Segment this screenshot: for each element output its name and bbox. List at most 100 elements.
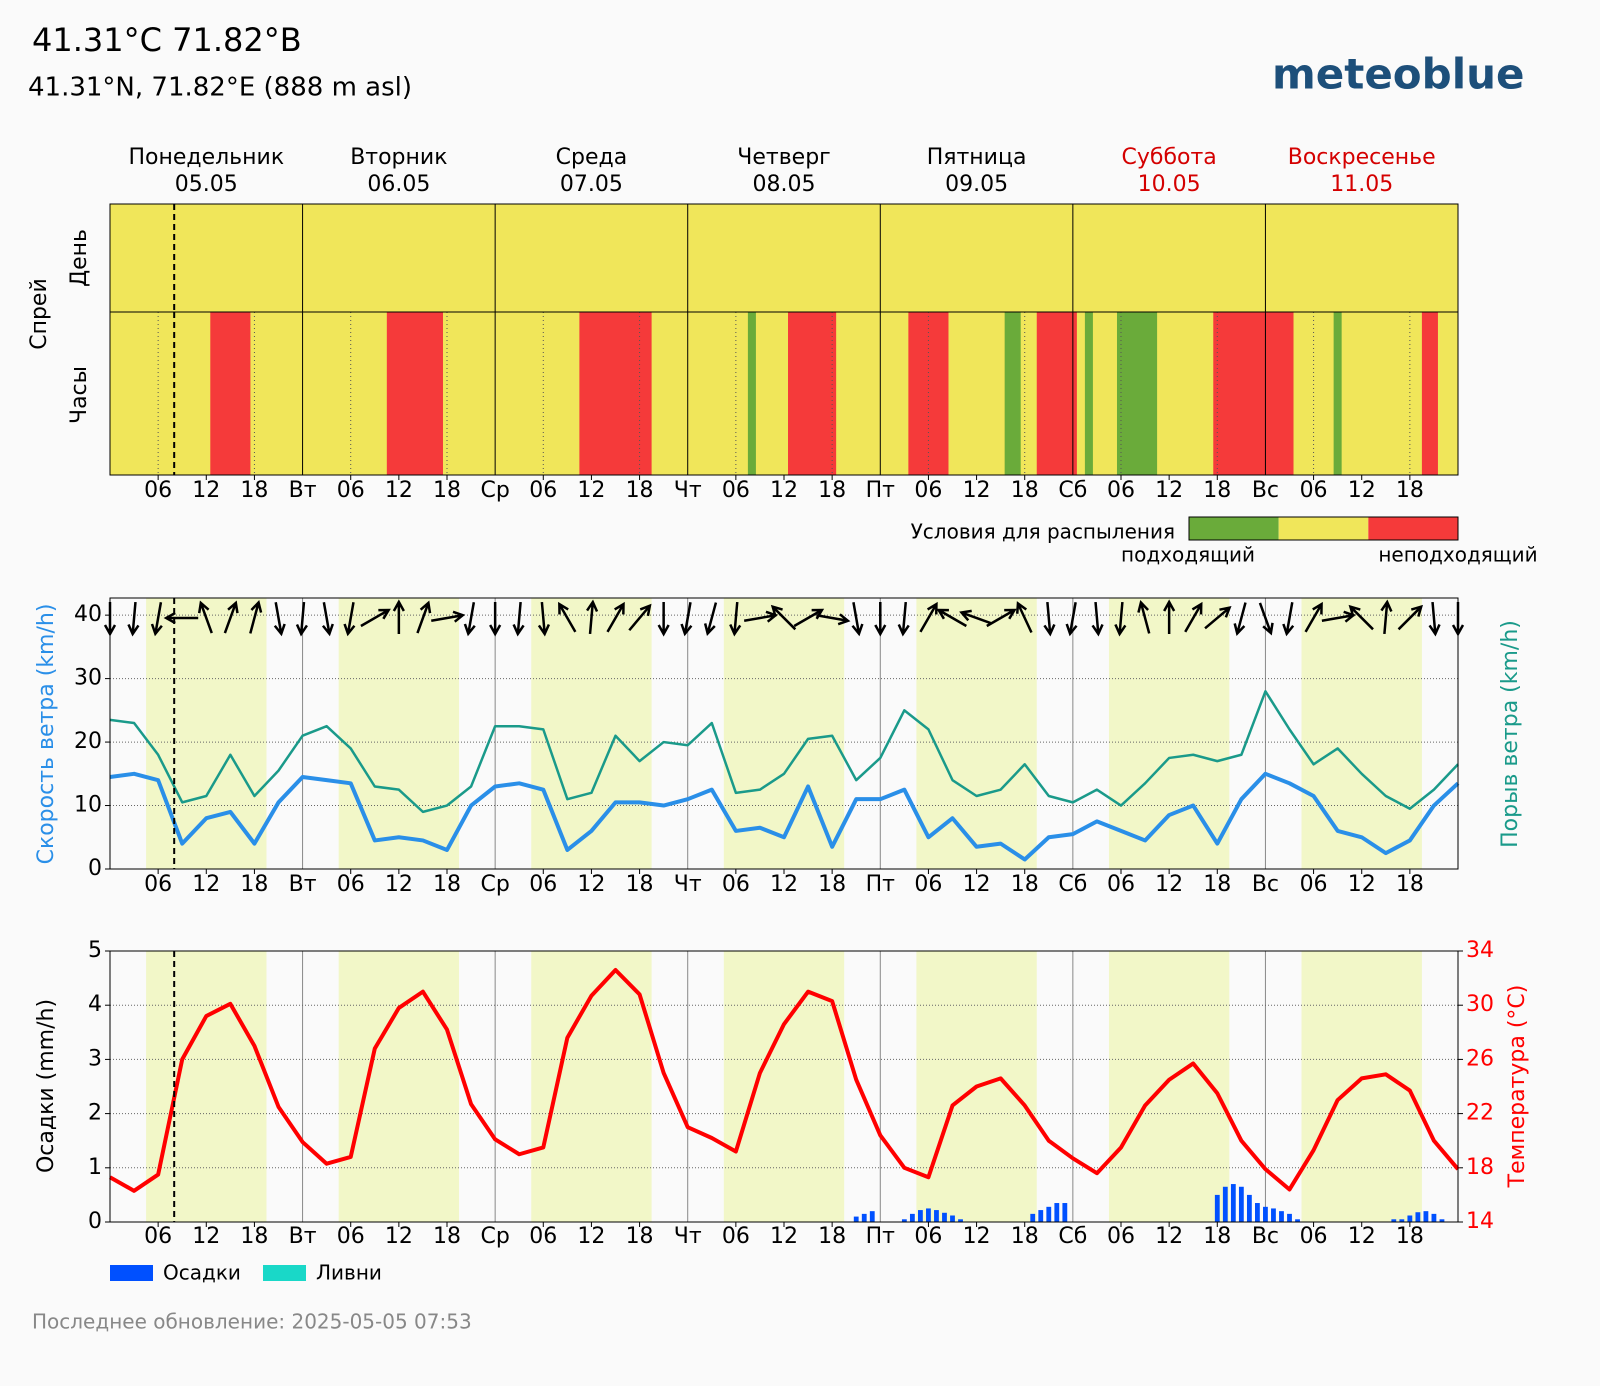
row-label: Часы: [67, 366, 92, 424]
x-tick-label: 12: [385, 872, 413, 897]
precip-bar: [942, 1212, 947, 1222]
hour-rating: [747, 312, 756, 475]
x-tick-label: 06: [722, 478, 750, 503]
day-date: 05.05: [175, 172, 238, 197]
y-label: Спрей: [27, 278, 52, 350]
wind-arrow: [1397, 604, 1423, 631]
precip-bar: [1263, 1206, 1268, 1222]
precip-bar: [1407, 1215, 1413, 1222]
x-tick-label: 06: [529, 1224, 557, 1249]
day-rating: [687, 204, 881, 312]
x-tick-label: Пт: [866, 478, 896, 503]
x-tick-label: Ср: [480, 1224, 509, 1249]
x-tick-label: 06: [529, 478, 557, 503]
precip-bar: [869, 1211, 875, 1222]
hour-rating: [908, 312, 949, 475]
wind-arrow: [463, 602, 476, 637]
x-tick-label: 06: [914, 1224, 942, 1249]
x-tick-label: Вс: [1252, 1224, 1279, 1249]
wind-arrow: [959, 609, 993, 625]
precip-bar: [1230, 1184, 1236, 1222]
y-tick-label: 40: [74, 602, 102, 627]
wind-arrow: [1380, 599, 1393, 635]
x-tick-label: 18: [1011, 478, 1039, 503]
x-tick-label: 12: [577, 478, 605, 503]
x-tick-label: 18: [433, 1224, 461, 1249]
daylight-band: [1301, 598, 1422, 869]
wind-arrow: [360, 608, 391, 628]
wind-arrow: [1015, 601, 1033, 634]
x-tick-label: 18: [1011, 872, 1039, 897]
x-tick-label: Вс: [1252, 872, 1279, 897]
legend-swatch: [110, 1265, 153, 1281]
wind-arrow: [1348, 604, 1374, 631]
wind-arrow: [163, 611, 199, 625]
wind-arrow: [919, 601, 938, 633]
wind-arrow: [321, 602, 334, 637]
precip-bar: [917, 1210, 923, 1222]
daylight-band: [146, 598, 267, 869]
row-label: День: [67, 229, 92, 287]
precip-bar: [861, 1213, 867, 1222]
wind-arrow: [127, 601, 140, 637]
x-tick-label: 12: [192, 872, 220, 897]
wind-arrow: [416, 600, 432, 634]
x-tick-label: 12: [1155, 478, 1183, 503]
precip-bar: [1030, 1213, 1036, 1222]
precip-bar: [909, 1213, 915, 1222]
precip-bar: [1214, 1194, 1220, 1222]
wind-arrow: [936, 608, 967, 628]
y2-tick-label: 34: [1466, 938, 1494, 963]
day-rating: [495, 204, 688, 312]
precip-bar: [1431, 1213, 1437, 1222]
hour-rating: [788, 312, 837, 475]
x-tick-label: 12: [770, 478, 798, 503]
wind-arrow: [606, 601, 625, 633]
wind-arrow: [1065, 602, 1078, 637]
update-note: Последнее обновление: 2025-05-05 07:53: [32, 1310, 472, 1334]
precip-bar: [1054, 1203, 1060, 1222]
precip-bar: [1423, 1211, 1429, 1222]
x-tick-label: 06: [144, 478, 172, 503]
x-tick-label: 12: [1155, 872, 1183, 897]
daylight-band: [531, 951, 652, 1222]
x-tick-label: 18: [1203, 478, 1231, 503]
wind-arrow: [897, 601, 910, 637]
x-tick-label: Вт: [289, 1224, 317, 1249]
hour-rating: [1421, 312, 1438, 475]
day-rating: [1265, 204, 1458, 312]
x-tick-label: 18: [1396, 872, 1424, 897]
x-tick-label: Вс: [1252, 478, 1279, 503]
x-tick-label: 06: [1300, 872, 1328, 897]
x-tick-label: 18: [818, 872, 846, 897]
daylight-band: [531, 598, 652, 869]
wind-arrow: [1204, 606, 1232, 630]
y2-label: Порыв ветра (km/h): [1498, 620, 1523, 848]
y-tick-label: 30: [74, 666, 102, 691]
x-tick-label: 18: [1396, 478, 1424, 503]
x-tick-label: 12: [192, 478, 220, 503]
x-tick-label: 06: [529, 872, 557, 897]
y2-tick-label: 18: [1466, 1155, 1494, 1180]
y-tick-label: 5: [88, 938, 102, 963]
hour-rating: [210, 312, 251, 475]
precip-bar: [1046, 1206, 1052, 1222]
precip-bar: [1238, 1186, 1244, 1222]
x-tick-label: Ср: [480, 872, 509, 897]
wind-arrow: [657, 602, 670, 637]
y-tick-label: 2: [88, 1101, 102, 1126]
wind-arrow: [1258, 602, 1274, 636]
day-rating: [302, 204, 496, 312]
precip-bar: [1062, 1203, 1068, 1222]
x-tick-label: Чт: [674, 478, 702, 503]
wind-arrow: [223, 600, 239, 634]
x-tick-label: Пт: [866, 1224, 896, 1249]
x-tick-label: 18: [240, 872, 268, 897]
x-tick-label: 06: [1107, 478, 1135, 503]
precip-bar: [1415, 1212, 1421, 1222]
x-tick-label: 06: [144, 1224, 172, 1249]
x-tick-label: Сб: [1058, 1224, 1087, 1249]
x-tick-label: 12: [577, 872, 605, 897]
x-tick-label: Ср: [480, 478, 509, 503]
